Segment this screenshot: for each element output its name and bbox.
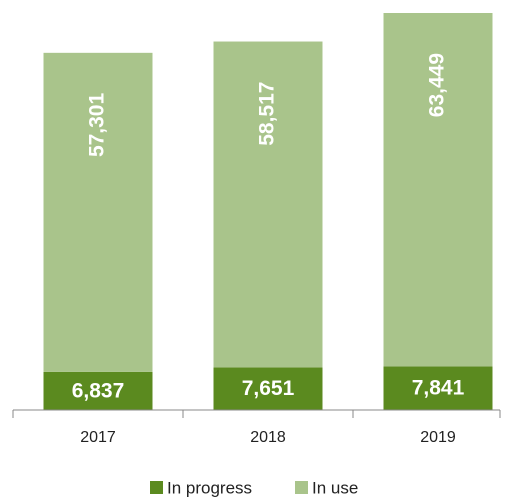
bar-segment	[213, 41, 323, 368]
data-label: 63,449	[426, 53, 449, 117]
data-label: 7,841	[412, 377, 465, 400]
bar-segment	[383, 13, 493, 367]
legend-label: In use	[312, 478, 358, 497]
legend-label: In progress	[167, 478, 252, 497]
bar-segment	[43, 52, 153, 372]
bar-segment	[383, 366, 493, 410]
data-label: 58,517	[256, 82, 279, 146]
bar-segment	[213, 367, 323, 410]
data-label: 57,301	[86, 93, 109, 158]
x-tick-label: 2019	[420, 429, 456, 446]
x-tick-label: 2017	[80, 429, 116, 446]
data-label: 7,651	[242, 377, 295, 400]
legend-swatch	[150, 481, 163, 494]
legend-swatch	[295, 481, 308, 494]
x-tick-label: 2018	[250, 429, 286, 446]
data-label: 6,837	[72, 380, 125, 403]
bar-segment	[43, 371, 153, 410]
